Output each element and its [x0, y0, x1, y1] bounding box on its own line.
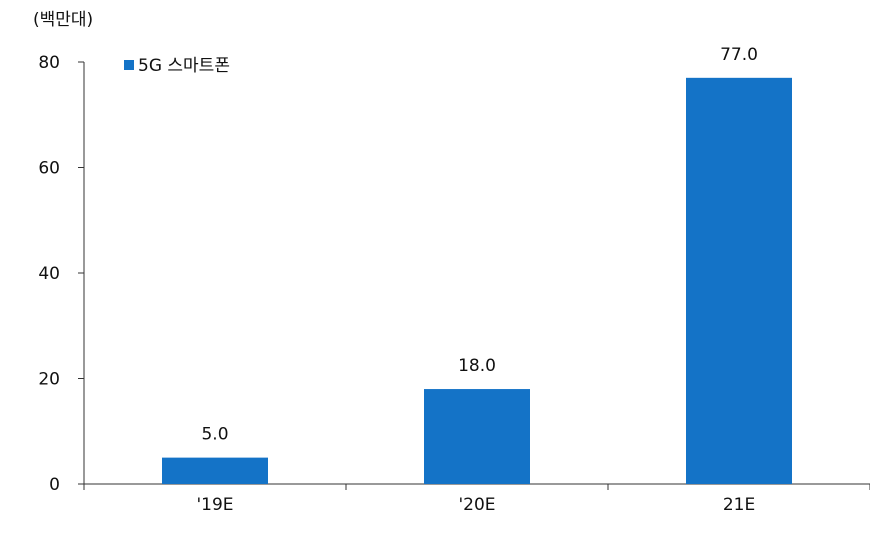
y-unit-label: (백만대)	[33, 10, 93, 30]
x-category-label: '19E	[196, 495, 233, 515]
bar	[686, 77, 792, 484]
bar-value-label: 5.0	[201, 425, 228, 445]
y-tick-label: 20	[38, 370, 60, 390]
y-tick-label: 0	[49, 475, 60, 495]
bar-value-label: 18.0	[458, 356, 496, 376]
x-axis-labels: '19E '20E 21E	[196, 495, 755, 515]
legend-label: 5G 스마트폰	[138, 56, 230, 76]
legend-swatch	[124, 60, 134, 70]
bar-value-label: 77.0	[720, 45, 758, 65]
y-tick-label: 40	[38, 264, 60, 284]
bar	[424, 389, 530, 484]
y-tick-label: 80	[38, 53, 60, 73]
y-tick-label: 60	[38, 159, 60, 179]
x-axis-ticks	[83, 484, 870, 490]
data-labels: 5.0 18.0 77.0	[201, 45, 757, 445]
x-category-label: '20E	[458, 495, 495, 515]
bar	[162, 457, 268, 484]
x-category-label: 21E	[723, 495, 755, 515]
legend: 5G 스마트폰	[124, 56, 230, 76]
y-axis-ticks: 0 20 40 60 80	[38, 53, 84, 495]
bars	[162, 77, 792, 484]
